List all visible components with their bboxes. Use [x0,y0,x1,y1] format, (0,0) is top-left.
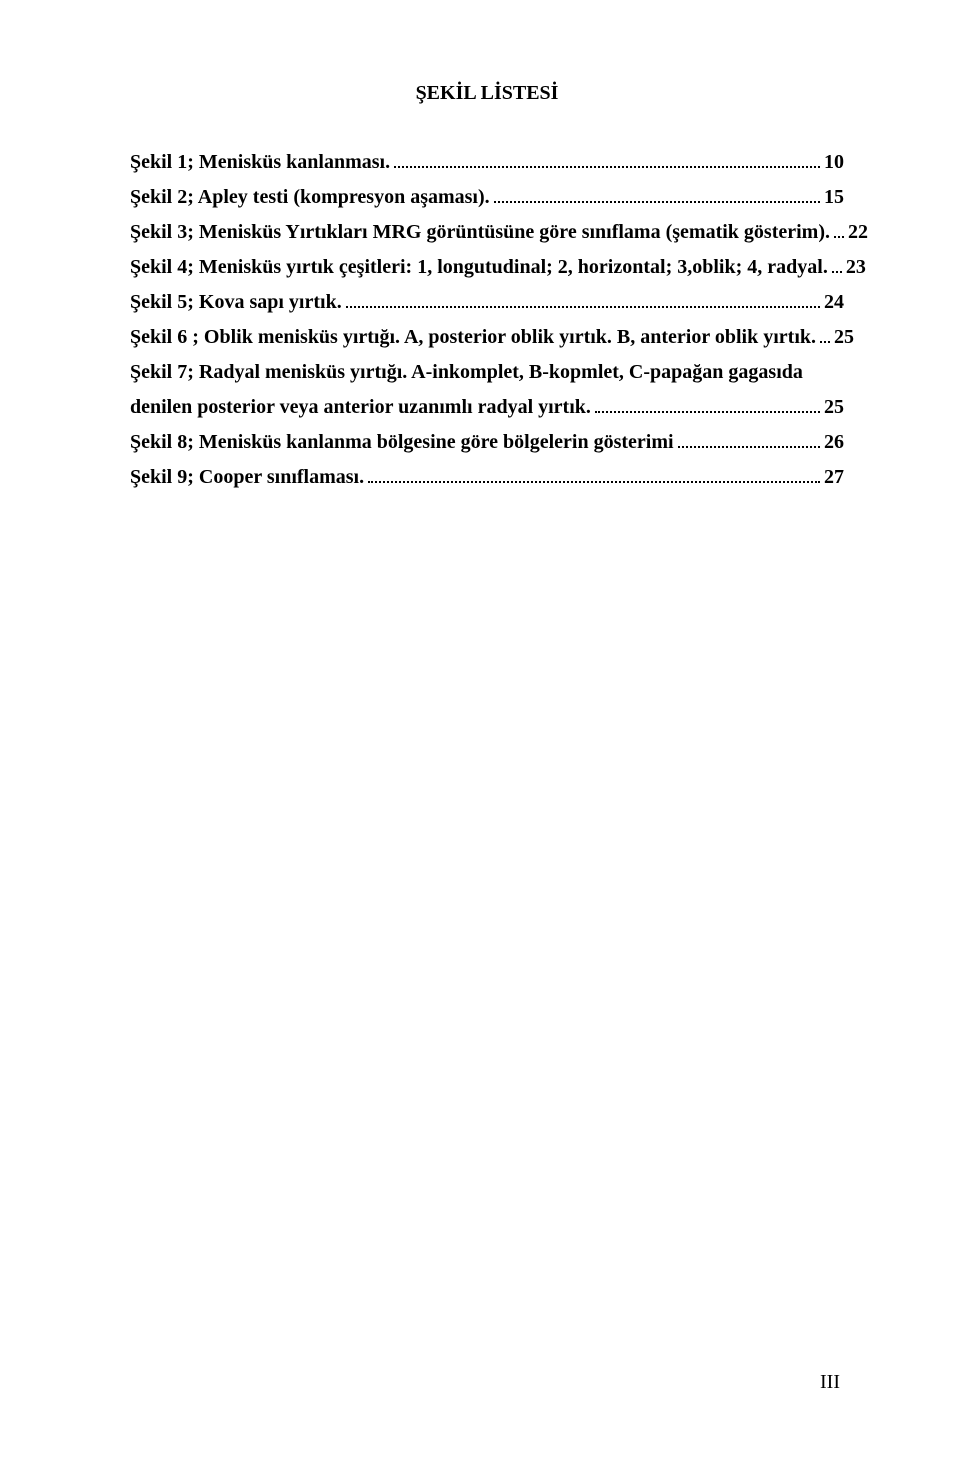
leader-dots [832,255,842,273]
entry-text: Şekil 1; Menisküs kanlanması. [130,145,390,180]
entry-line: Şekil 9; Cooper sınıflaması. 27 [130,460,844,495]
entry-line: Şekil 3; Menisküs Yırtıkları MRG görüntü… [130,215,844,250]
leader-dots [678,430,820,448]
entry-line: Şekil 2; Apley testi (kompresyon aşaması… [130,180,844,215]
entry-text: Şekil 5; Kova sapı yırtık. [130,285,342,320]
entry-line: Şekil 5; Kova sapı yırtık. 24 [130,285,844,320]
list-item: Şekil 8; Menisküs kanlanma bölgesine gör… [130,425,844,460]
entry-page: 26 [824,425,844,460]
entry-page: 23 [846,250,866,285]
leader-dots [368,465,820,483]
list-item: Şekil 4; Menisküs yırtık çeşitleri: 1, l… [130,250,844,285]
entry-line: denilen posterior veya anterior uzanımlı… [130,390,844,425]
entry-page: 22 [848,215,868,250]
entry-page: 10 [824,145,844,180]
list-item: Şekil 5; Kova sapı yırtık. 24 [130,285,844,320]
leader-dots [346,290,820,308]
entry-text: denilen posterior veya anterior uzanımlı… [130,390,591,425]
entry-text: Şekil 7; Radyal menisküs yırtığı. A-inko… [130,355,803,390]
entry-line: Şekil 7; Radyal menisküs yırtığı. A-inko… [130,355,844,390]
entry-line: Şekil 6 ; Oblik menisküs yırtığı. A, pos… [130,320,844,355]
entry-line: Şekil 4; Menisküs yırtık çeşitleri: 1, l… [130,250,844,285]
leader-dots [834,220,844,238]
list-item: Şekil 6 ; Oblik menisküs yırtığı. A, pos… [130,320,844,355]
entry-text: Şekil 8; Menisküs kanlanma bölgesine gör… [130,425,674,460]
entry-page: 25 [834,320,854,355]
leader-dots [595,395,820,413]
entry-text: Şekil 6 ; Oblik menisküs yırtığı. A, pos… [130,320,816,355]
entry-text: Şekil 9; Cooper sınıflaması. [130,460,364,495]
entry-page: 25 [824,390,844,425]
leader-dots [494,185,820,203]
entry-page: 24 [824,285,844,320]
entry-text: Şekil 4; Menisküs yırtık çeşitleri: 1, l… [130,250,828,285]
entry-text: Şekil 3; Menisküs Yırtıkları MRG görüntü… [130,215,830,250]
entry-page: 15 [824,180,844,215]
leader-dots [394,150,820,168]
list-item: Şekil 3; Menisküs Yırtıkları MRG görüntü… [130,215,844,250]
page-title: ŞEKİL LİSTESİ [130,82,844,105]
leader-dots [820,325,830,343]
entry-line: Şekil 8; Menisküs kanlanma bölgesine gör… [130,425,844,460]
list-item: Şekil 1; Menisküs kanlanması. 10 [130,145,844,180]
page-number: III [820,1371,840,1394]
list-item: Şekil 2; Apley testi (kompresyon aşaması… [130,180,844,215]
figure-list: Şekil 1; Menisküs kanlanması. 10 Şekil 2; … [130,145,844,495]
list-item: Şekil 7; Radyal menisküs yırtığı. A-inko… [130,355,844,425]
entry-line: Şekil 1; Menisküs kanlanması. 10 [130,145,844,180]
entry-text: Şekil 2; Apley testi (kompresyon aşaması… [130,180,490,215]
entry-page: 27 [824,460,844,495]
list-item: Şekil 9; Cooper sınıflaması. 27 [130,460,844,495]
